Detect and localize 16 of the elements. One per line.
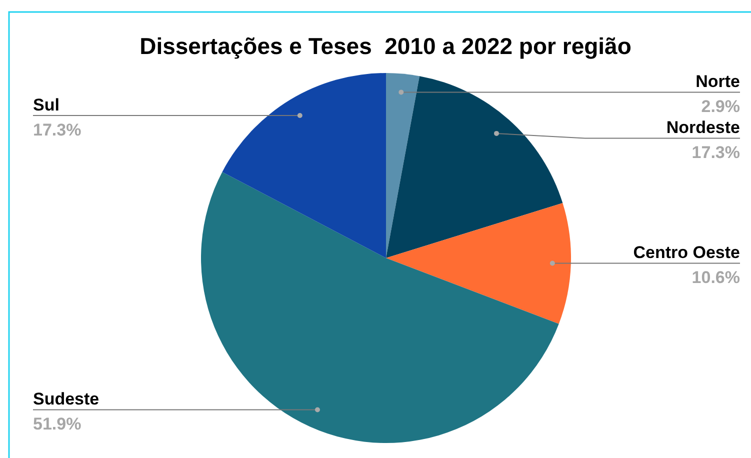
pie-slice: [386, 203, 571, 324]
slice-label: Nordeste: [666, 118, 740, 138]
slice-label: Centro Oeste: [633, 243, 740, 262]
data-label: 2.9%: [701, 97, 740, 116]
slice-label: Sul: [33, 95, 60, 114]
data-label: 51.9%: [33, 414, 82, 434]
data-label: 17.3%: [33, 120, 82, 140]
data-label: 10.6%: [692, 268, 740, 288]
pie-slice: [386, 73, 420, 258]
pie-slice: [222, 73, 386, 258]
pie-slice: [386, 76, 563, 258]
data-label: 17.3%: [692, 143, 740, 162]
chart-title: Dissertações e Teses 2010 a 2022 por região: [140, 33, 632, 59]
pie-slice: [201, 172, 559, 443]
slice-label: Norte: [696, 72, 740, 92]
slice-label: Sudeste: [33, 390, 100, 409]
